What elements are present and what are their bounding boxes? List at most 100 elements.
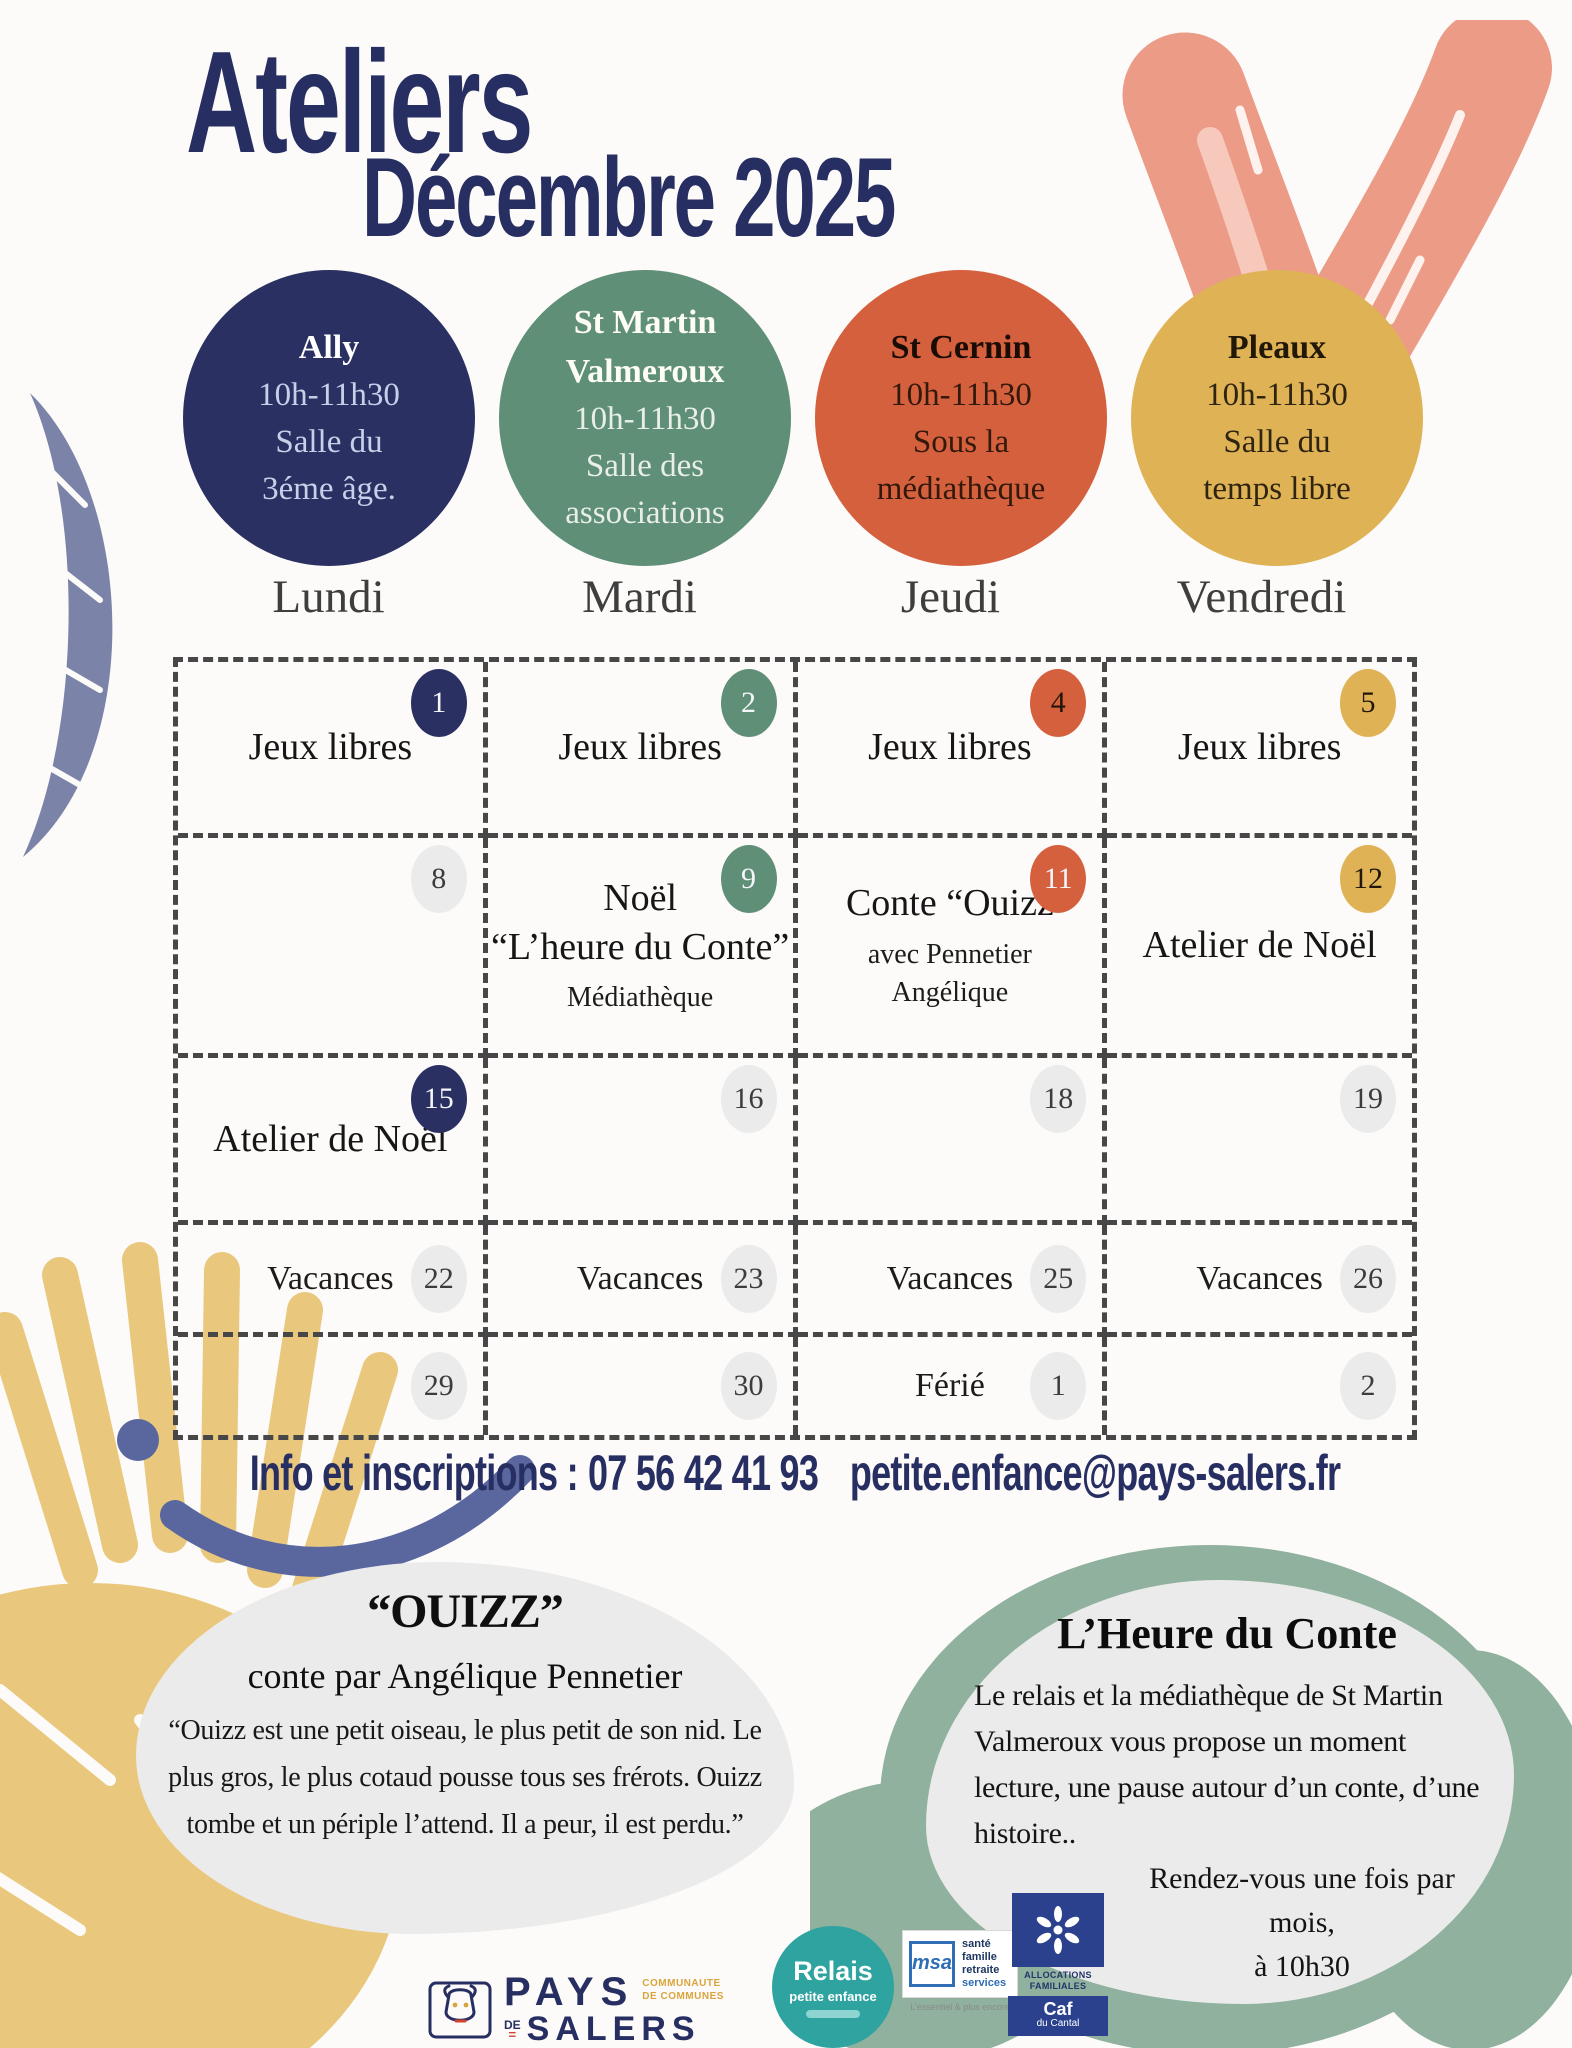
- heure-footer-line: Rendez-vous une fois par mois,: [1149, 1862, 1455, 1939]
- msa-tagline: L’essentiel & plus encore: [910, 2001, 1010, 2012]
- event-label: Vacances: [267, 1259, 394, 1297]
- calendar-cell: Noël “L’heure du Conte” Médiathèque 9: [487, 838, 798, 1058]
- event-title: Jeux libres: [249, 723, 413, 772]
- calendar-grid: Jeux libres 1 Jeux libres 2 Jeux libres 4 Jeux…: [173, 657, 1417, 1440]
- event-title: Jeux libres: [558, 723, 722, 772]
- date-badge: 23: [720, 1244, 777, 1313]
- heure-footer-line: à 10h30: [1254, 1950, 1350, 1983]
- caf-caption: ALLOCATIONS FAMILIALES: [1008, 1970, 1108, 1993]
- relais-decorative-bar: [806, 2010, 860, 2018]
- calendar-cell: 2: [1107, 1337, 1412, 1435]
- calendar-cell: 8: [178, 838, 488, 1058]
- location-place: Salle des: [585, 447, 705, 484]
- date-badge: 16: [720, 1065, 777, 1133]
- event-title-line: Jeux libres: [1177, 726, 1342, 769]
- heure-body-line: Le relais et la médiathèque de St Martin: [974, 1679, 1443, 1712]
- calendar-row: Atelier de Noël 15 16 18 19: [178, 1058, 1412, 1225]
- location-place: associations: [565, 494, 725, 531]
- event-title: Jeux libres: [1178, 723, 1342, 772]
- moon-decoration: [23, 393, 113, 857]
- location-circle: Pleaux 10h-11h30 Salle du temps libre: [1131, 270, 1423, 566]
- day-headers-line: Lundi: [272, 571, 385, 623]
- event-title-line: “L’heure du Conte”: [490, 925, 790, 968]
- calendar-cell: 18: [797, 1058, 1108, 1225]
- caf-name: Caf: [1043, 1998, 1073, 2019]
- date-badge: 5: [1340, 669, 1396, 737]
- location-place: temps libre: [1203, 470, 1351, 507]
- calendar-cell: Vacances 23: [487, 1225, 798, 1337]
- pays-salers-name: SALERS: [526, 2010, 701, 2048]
- date-badge: 1: [1030, 1352, 1087, 1420]
- calendar-cell: 29: [178, 1337, 488, 1435]
- caf-square: [1012, 1893, 1104, 1967]
- calendar-row: Vacances 22 Vacances 23 Vacances 25 Vacances 26: [178, 1225, 1412, 1337]
- msa-logo: msa santé famille retraite services L’essen…: [902, 1930, 1018, 2012]
- location-circle: Ally 10h-11h30 Salle du 3éme âge.: [183, 270, 475, 566]
- event-label: Vacances: [886, 1259, 1014, 1297]
- pays-salers-text: PAYS COMMUNAUTE DE COMMUNES DE = SALERS: [504, 1970, 724, 2048]
- date-badge: 9: [720, 845, 777, 913]
- date-badge: 22: [410, 1244, 467, 1313]
- pays-name: PAYS: [504, 1970, 635, 2014]
- location-name: Ally: [298, 328, 360, 366]
- event-title-line: Conte “Ouizz: [845, 882, 1054, 925]
- ouizz-quote-line: plus gros, le plus cotaud pousse tous se…: [168, 1762, 762, 1793]
- location-time: 10h-11h30: [890, 376, 1032, 413]
- smile-stroke: [160, 1455, 535, 1577]
- calendar-cell: Vacances 26: [1107, 1225, 1412, 1337]
- info-label: Info et inscriptions :: [249, 1445, 579, 1501]
- event-title-line: Jeux libres: [868, 726, 1032, 769]
- date-badge: 18: [1030, 1065, 1087, 1133]
- date-badge: 11: [1030, 845, 1087, 913]
- heure-body: Le relais et la médiathèque de St Martin…: [974, 1673, 1480, 1857]
- date-badge: 19: [1340, 1065, 1396, 1133]
- calendar-cell: Jeux libres 5: [1107, 662, 1412, 838]
- pays-cc-line1: COMMUNAUTE: [642, 1978, 721, 1989]
- event-title-line: Atelier de Noël: [213, 1117, 448, 1160]
- location-name: St Martin: [573, 304, 717, 342]
- location-name: St Cernin: [890, 328, 1032, 366]
- heure-body-line: lecture, une pause autour d’un conte, d’…: [974, 1771, 1480, 1804]
- location-time: 10h-11h30: [1206, 376, 1348, 413]
- heure-title: L’Heure du Conte: [1057, 1609, 1397, 1658]
- caf-caption-line2: FAMILIALES: [1029, 1981, 1087, 1992]
- ouizz-quote-line: “Ouizz est une petit oiseau, le plus pet…: [168, 1715, 762, 1746]
- relais-name: Relais: [793, 1956, 873, 1986]
- event-title-line: Atelier de Noël: [1142, 924, 1377, 967]
- event-title-line: Noël: [603, 876, 678, 919]
- heure-footer: Rendez-vous une fois par mois, à 10h30: [1124, 1857, 1480, 1989]
- event-label: Vacances: [576, 1259, 704, 1297]
- info-email: petite.enfance@pays-salers.fr: [849, 1445, 1341, 1501]
- event-subtitle-line: Angélique: [891, 976, 1009, 1008]
- ouizz-quote: “Ouizz est une petit oiseau, le plus pet…: [136, 1707, 794, 1848]
- date-badge: 15: [410, 1065, 467, 1133]
- event-subtitle: avec Pennetier Angélique: [868, 936, 1032, 1012]
- caf-region: du Cantal: [1036, 2017, 1080, 2029]
- cow-icon: [428, 1981, 492, 2039]
- calendar-cell: 16: [487, 1058, 798, 1225]
- calendar-cell: Atelier de Noël 15: [178, 1058, 488, 1225]
- caf-logo: ALLOCATIONS FAMILIALES Caf du Cantal: [1008, 1893, 1108, 2036]
- day-headers-line: Mardi: [582, 571, 697, 623]
- locations-row: Ally 10h-11h30 Salle du 3éme âge. St Martin V…: [183, 270, 1423, 566]
- location-circle: St Martin Valmeroux 10h-11h30 Salle des asso…: [499, 270, 791, 566]
- date-badge: 26: [1340, 1244, 1396, 1313]
- pays-communaute: COMMUNAUTE DE COMMUNES: [642, 1974, 724, 2003]
- location-place: Salle du: [1223, 423, 1331, 460]
- info-phone: 07 56 42 41 93: [588, 1445, 819, 1501]
- date-badge: 12: [1340, 845, 1396, 913]
- calendar-cell: Jeux libres 1: [178, 662, 488, 838]
- location-circle: St Cernin 10h-11h30 Sous la médiathèque: [815, 270, 1107, 566]
- location-time: 10h-11h30: [258, 376, 400, 413]
- event-label: Férié: [914, 1367, 985, 1404]
- location-place: 3éme âge.: [262, 470, 396, 507]
- date-badge: 4: [1030, 669, 1087, 737]
- date-badge: 2: [720, 669, 777, 737]
- location-name: Valmeroux: [565, 352, 725, 390]
- date-badge: 8: [410, 845, 467, 913]
- heure-body-line: Valmeroux vous propose un moment: [974, 1725, 1407, 1758]
- pays-cc-line2: DE COMMUNES: [642, 1990, 724, 2002]
- event-subtitle: Médiathèque: [567, 979, 713, 1017]
- location-place: Sous la: [912, 423, 1010, 460]
